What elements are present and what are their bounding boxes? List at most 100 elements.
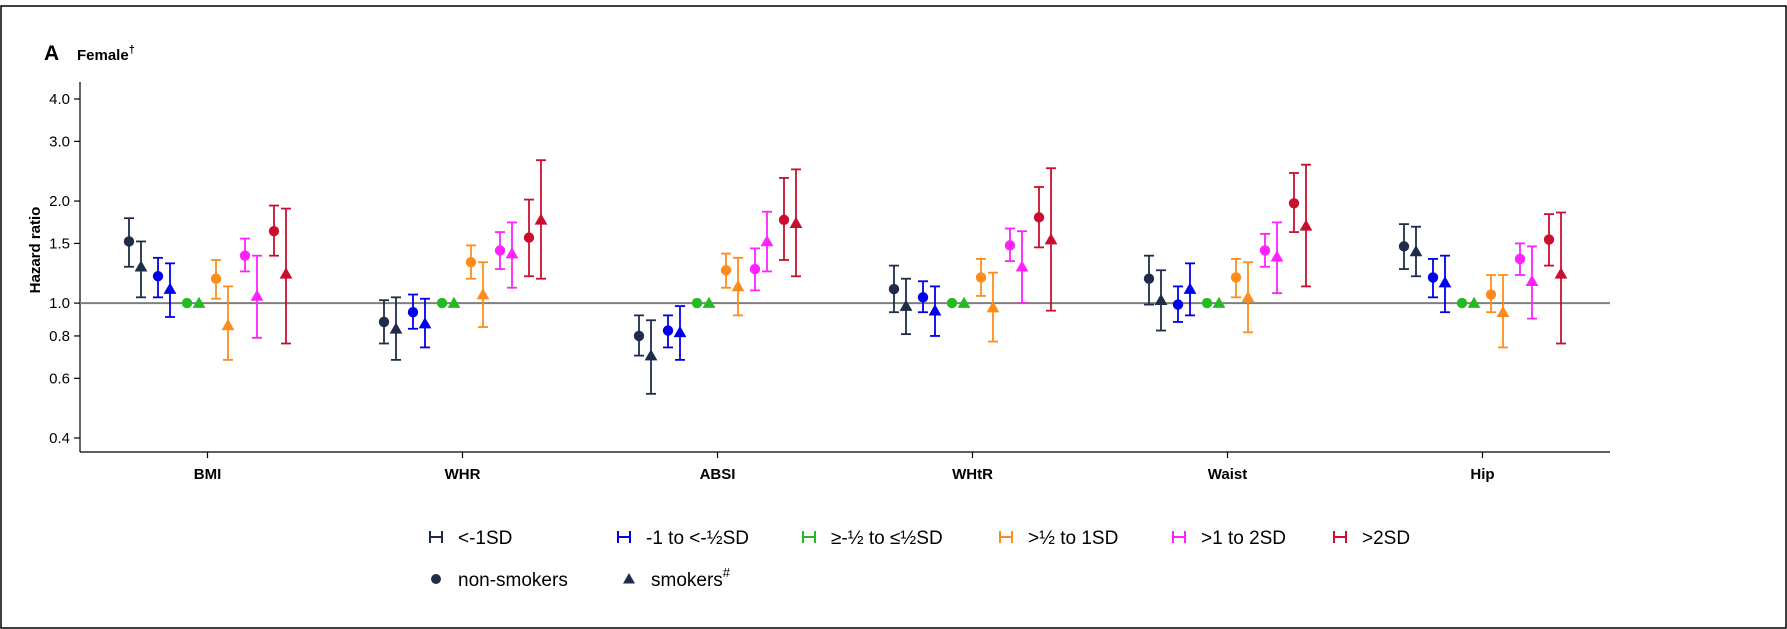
panel-title-text: Female <box>77 47 129 64</box>
marker-triangle <box>1299 219 1313 231</box>
point-whr-gt2sd-smokers <box>534 159 548 280</box>
legend-label-lt-1sd: <-1SD <box>458 528 512 549</box>
marker-triangle <box>418 317 432 329</box>
y-tick-label: 1.0 <box>49 295 70 312</box>
x-tick-label-bmi: BMI <box>194 466 222 483</box>
y-tick-label: 3.0 <box>49 133 70 150</box>
point-waist-ge-half-to-lehalfsd-non-smokers <box>1201 297 1213 309</box>
marker-circle <box>1033 212 1045 223</box>
point-whtr-1-to-lt-halfsd-smokers <box>928 285 942 337</box>
marker-triangle <box>389 322 403 334</box>
marker-triangle <box>447 296 461 308</box>
point-absi-1-to-lt-halfsd-smokers <box>673 305 687 361</box>
y-tick-label: 1.5 <box>49 235 70 252</box>
point-whr-1-to-lt-halfsd-non-smokers <box>407 293 419 330</box>
point-absi-gt1-to-2sd-smokers <box>760 210 774 273</box>
legend-label-text: non-smokers <box>458 570 568 591</box>
marker-circle <box>239 250 251 261</box>
point-whr-ge-half-to-lehalfsd-non-smokers <box>436 297 448 309</box>
panel-title-mark: † <box>129 44 135 56</box>
point-hip-1-to-lt-halfsd-smokers <box>1438 254 1452 314</box>
marker-circle <box>494 245 506 256</box>
marker-circle <box>691 297 703 309</box>
y-tick-label: 4.0 <box>49 91 70 108</box>
marker-circle <box>946 297 958 309</box>
point-waist-1-to-lt-halfsd-non-smokers <box>1172 285 1184 323</box>
point-bmi-gt2sd-smokers <box>279 207 293 345</box>
point-bmi-1-to-lt-halfsd-non-smokers <box>152 256 164 299</box>
point-whtr-lt-1sd-smokers <box>899 277 913 336</box>
legend-item-lt-1sd: <-1SD <box>429 528 512 549</box>
plot-area: 0.4 0.6 0.8 1.0 1.5 2.0 3.0 4.0 BMI WHR ABSI WHtR Wa… <box>49 82 1610 483</box>
panel-title: Female† <box>77 44 135 64</box>
figure-frame <box>0 5 1787 629</box>
marker-triangle <box>673 325 687 338</box>
marker-circle <box>1259 245 1271 256</box>
marker-triangle <box>279 267 293 279</box>
legend-marker-circle <box>431 574 441 584</box>
legend-item-gthalf-to-1sd: >½ to 1SD <box>999 528 1118 549</box>
marker-circle <box>888 283 900 295</box>
point-hip-ge-half-to-lehalfsd-non-smokers <box>1456 297 1468 309</box>
marker-triangle <box>760 235 774 247</box>
marker-circle <box>407 307 419 318</box>
x-tick-label-whr: WHR <box>445 466 481 483</box>
marker-triangle <box>644 349 658 361</box>
point-waist-ge-half-to-lehalfsd-smokers <box>1212 296 1226 308</box>
point-bmi-gt1-to-2sd-smokers <box>250 254 264 339</box>
marker-triangle <box>505 247 519 259</box>
point-hip-gt2sd-non-smokers <box>1543 213 1555 267</box>
legend-item-gt1-to-2sd: >1 to 2SD <box>1172 528 1286 549</box>
point-waist-gt1-to-2sd-non-smokers <box>1259 233 1271 268</box>
legend-label-gthalf-to-1sd: >½ to 1SD <box>1028 528 1118 549</box>
point-absi-gt2sd-smokers <box>789 168 803 278</box>
point-hip-ge-half-to-lehalfsd-smokers <box>1467 296 1481 308</box>
point-whtr-ge-half-to-lehalfsd-smokers <box>957 296 971 308</box>
y-tick-label: 0.4 <box>49 430 70 447</box>
marker-circle <box>1230 272 1242 283</box>
point-waist-lt-1sd-non-smokers <box>1143 254 1155 306</box>
point-hip-gt2sd-smokers <box>1554 211 1568 345</box>
x-tick-label-waist: Waist <box>1208 466 1247 483</box>
marker-triangle <box>899 299 913 311</box>
marker-circle <box>778 214 790 226</box>
marker-circle <box>1288 198 1300 209</box>
legend: <-1SD -1 to <-½SD ≥-½ to ≤½SD >½ to 1SD >1 t… <box>429 528 1410 591</box>
marker-circle <box>123 236 135 247</box>
legend-label-non-smokers: non-smokers <box>458 570 568 591</box>
marker-triangle <box>957 296 971 308</box>
point-whr-gt1-to-2sd-smokers <box>505 221 519 289</box>
legend-label-1-to-lt-halfsd: -1 to <-½SD <box>646 528 749 549</box>
y-tick-label: 0.8 <box>49 328 70 345</box>
point-whr-gt2sd-non-smokers <box>523 198 535 278</box>
point-hip-lt-1sd-non-smokers <box>1398 223 1410 270</box>
x-tick-label-hip: Hip <box>1470 466 1494 483</box>
panel-letter: A <box>44 42 59 65</box>
point-absi-ge-half-to-lehalfsd-smokers <box>702 296 716 308</box>
marker-triangle <box>534 213 548 225</box>
point-absi-gthalf-to-1sd-non-smokers <box>720 252 732 289</box>
legend-label-mark: # <box>723 565 731 580</box>
point-absi-lt-1sd-smokers <box>644 319 658 395</box>
point-hip-gthalf-to-1sd-non-smokers <box>1485 274 1497 314</box>
y-tick-label: 2.0 <box>49 193 70 210</box>
marker-circle <box>1201 297 1213 309</box>
point-waist-gthalf-to-1sd-non-smokers <box>1230 258 1242 299</box>
marker-triangle <box>192 296 206 308</box>
point-absi-gthalf-to-1sd-smokers <box>731 256 745 317</box>
marker-circle <box>1485 289 1497 300</box>
point-waist-gthalf-to-1sd-smokers <box>1241 261 1255 334</box>
point-hip-gt1-to-2sd-non-smokers <box>1514 242 1526 276</box>
legend-item-ge-half-to-lehalfsd: ≥-½ to ≤½SD <box>802 528 943 549</box>
marker-triangle <box>1525 274 1539 287</box>
marker-triangle <box>1554 267 1568 279</box>
marker-circle <box>210 273 222 284</box>
point-bmi-gthalf-to-1sd-non-smokers <box>210 259 222 300</box>
point-absi-lt-1sd-non-smokers <box>633 314 645 357</box>
point-whr-ge-half-to-lehalfsd-smokers <box>447 296 461 308</box>
marker-circle <box>749 263 761 275</box>
marker-triangle <box>928 304 942 316</box>
point-whr-gt1-to-2sd-non-smokers <box>494 231 506 270</box>
marker-circle <box>1004 240 1016 251</box>
legend-marker-triangle <box>623 573 635 584</box>
